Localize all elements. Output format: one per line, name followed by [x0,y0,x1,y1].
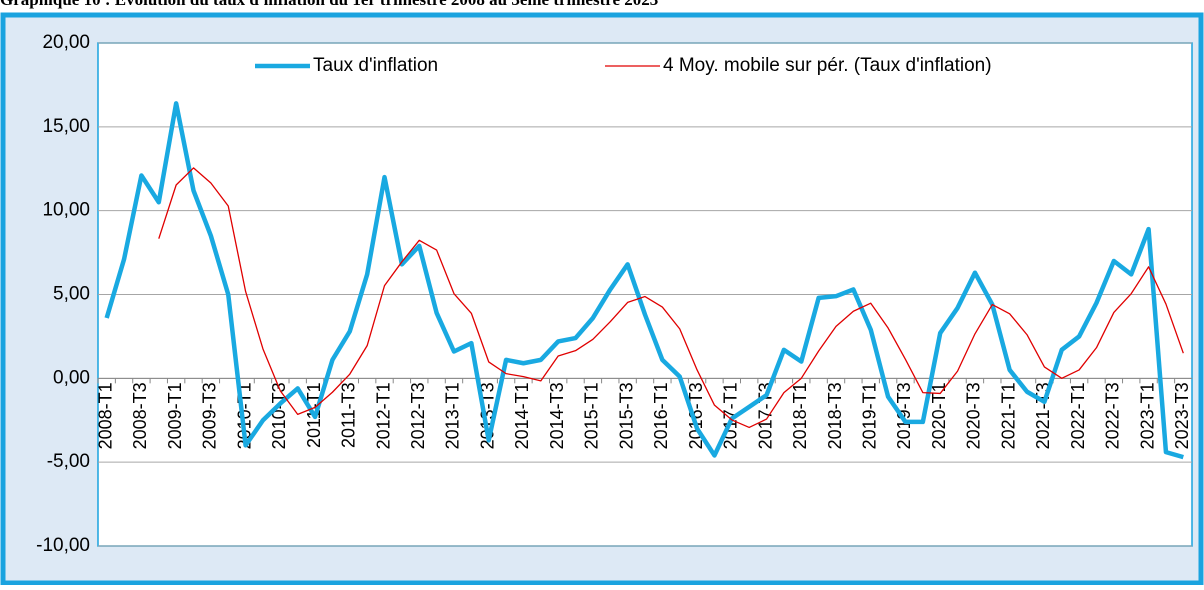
x-tick-label: 2009-T1 [165,382,185,449]
x-tick-label: 2014-T1 [512,382,532,449]
y-tick-label: 5,00 [53,284,90,305]
x-tick-label: 2023-T3 [1172,382,1192,449]
x-tick-label: 2010-T3 [269,382,289,449]
y-tick-label: 10,00 [42,200,90,221]
x-tick-label: 2020-T1 [929,382,949,449]
chart-title: Graphique 10 : Evolution du taux d'infla… [0,0,658,9]
x-tick-label: 2012-T1 [373,382,393,449]
y-tick-label: 20,00 [42,32,90,53]
y-tick-label: 0,00 [53,367,90,388]
x-tick-label: 2023-T1 [1137,382,1157,449]
x-tick-label: 2022-T3 [1103,382,1123,449]
x-tick-label: 2009-T3 [200,382,220,449]
x-tick-label: 2021-T3 [1033,382,1053,449]
x-tick-label: 2019-T1 [859,382,879,449]
x-tick-label: 2021-T1 [998,382,1018,449]
x-tick-label: 2008-T3 [130,382,150,449]
y-tick-label: 15,00 [42,116,90,137]
x-tick-label: 2022-T1 [1068,382,1088,449]
series-line [158,167,1184,429]
x-tick-label: 2012-T3 [408,382,428,449]
legend-label: 4 Moy. mobile sur pér. (Taux d'inflation… [663,55,992,76]
legend-label: Taux d'inflation [313,55,438,76]
x-tick-label: 2016-T1 [651,382,671,449]
x-tick-label: 2015-T1 [582,382,602,449]
x-tick-label: 2018-T1 [790,382,810,449]
x-tick-label: 2011-T3 [339,382,359,448]
x-tick-label: 2008-T1 [95,382,115,449]
x-tick-label: 2019-T3 [894,382,914,449]
x-tick-label: 2014-T3 [547,382,567,449]
x-tick-label: 2020-T3 [964,382,984,449]
x-tick-label: 2018-T3 [825,382,845,449]
y-tick-label: -10,00 [36,535,90,556]
x-tick-label: 2015-T3 [616,382,636,449]
x-tick-label: 2013-T1 [443,382,463,449]
y-tick-label: -5,00 [47,451,90,472]
